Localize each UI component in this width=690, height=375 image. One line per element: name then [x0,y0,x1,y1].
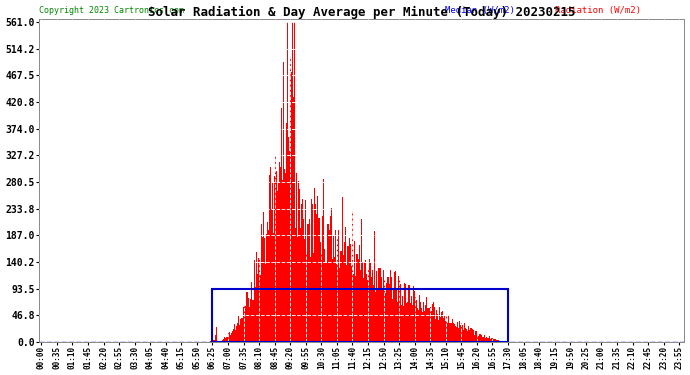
Text: Median (W/m2): Median (W/m2) [445,6,515,15]
Bar [213,289,508,342]
Text: Copyright 2023 Cartronics.com: Copyright 2023 Cartronics.com [39,6,184,15]
Text: Radiation (W/m2): Radiation (W/m2) [555,6,641,15]
Title: Solar Radiation & Day Average per Minute (Today) 20230215: Solar Radiation & Day Average per Minute… [148,6,575,19]
